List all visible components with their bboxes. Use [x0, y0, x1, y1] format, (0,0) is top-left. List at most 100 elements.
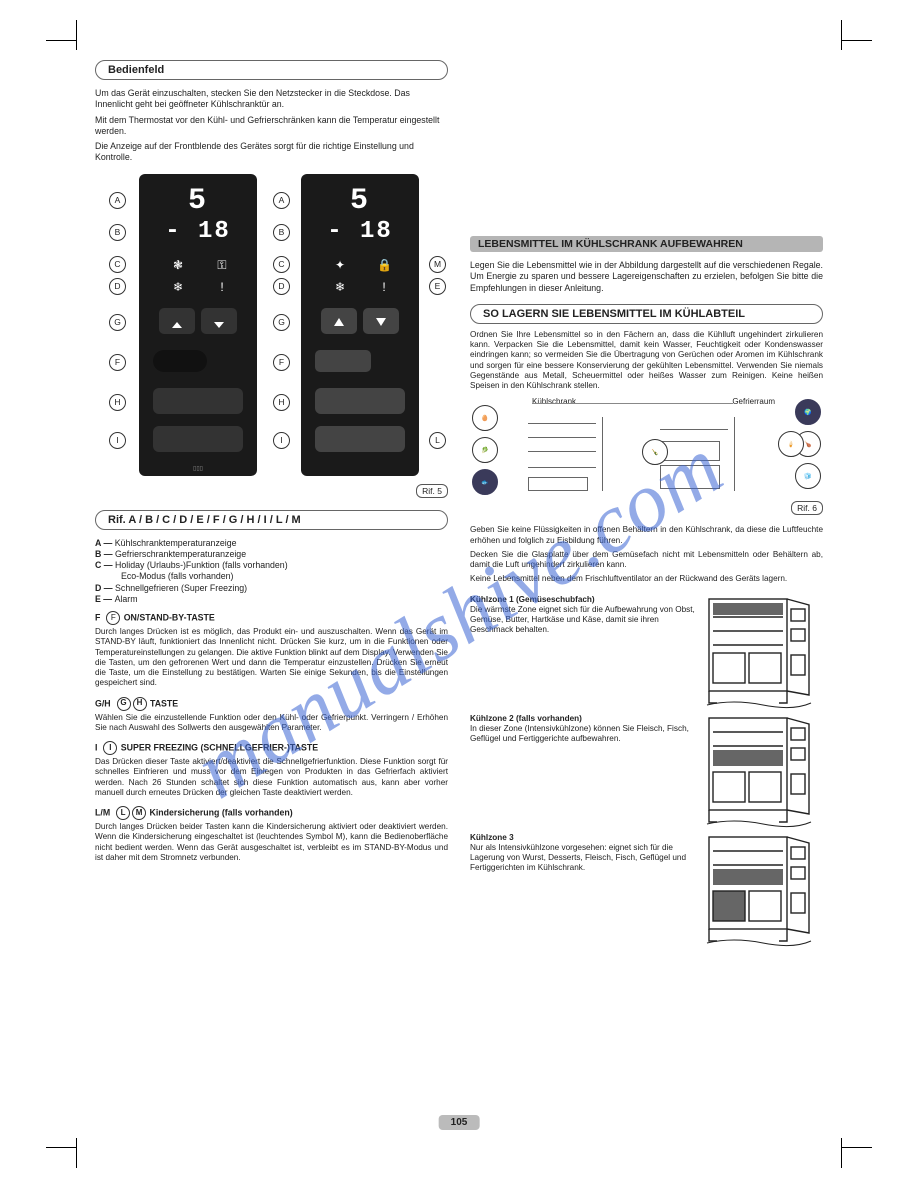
panel-right: 5 - 18 ✦ 🔒 ❄ ! — [301, 174, 419, 476]
zone3-title: Kühlzone 3 — [470, 833, 695, 843]
callout-h2: H — [273, 394, 290, 411]
holiday-icon: ✦ — [333, 258, 347, 272]
display-freezer-temp: - 18 — [301, 218, 419, 245]
panel-ref-pill: Rif. A / B / C / D / E / F / G / H / I /… — [95, 510, 448, 530]
callout-d2: D — [273, 278, 290, 295]
callout-c2: C — [273, 256, 290, 273]
fridge-zone1-diagram — [703, 595, 823, 710]
callout-g2: G — [273, 314, 290, 331]
def-f-title: ON/STAND-BY-TASTE — [124, 612, 215, 622]
callout-f2: F — [273, 354, 290, 371]
crop-mark — [842, 40, 872, 41]
callout-i: I — [109, 432, 126, 449]
crop-mark — [46, 40, 76, 41]
up-button[interactable] — [159, 308, 195, 334]
i-title-text: SUPER FREEZING (SCHNELLGEFRIER-)TASTE — [121, 742, 318, 752]
zone1-title: Kühlzone 1 (Gemüseschubfach) — [470, 595, 695, 605]
page-number: 105 — [439, 1115, 480, 1130]
f-circle: F — [106, 611, 120, 625]
panel-brand: ▯▯▯ — [139, 465, 257, 472]
figure-ref-6: Rif. 6 — [791, 501, 823, 515]
callout-f: F — [109, 354, 126, 371]
crop-mark — [841, 20, 842, 50]
i-heading: I I SUPER FREEZING (SCHNELLGEFRIER-)TAST… — [95, 741, 448, 755]
f-description: Durch langes Drücken ist es möglich, das… — [95, 627, 448, 689]
crop-mark — [841, 1138, 842, 1168]
up-button[interactable] — [321, 308, 357, 334]
display-fridge-temp: 5 — [139, 184, 257, 218]
zone-icon-dark: 🐟 — [472, 469, 498, 495]
def-c-text: Holiday (Urlaubs-)Funktion (falls vorhan… — [115, 560, 288, 570]
lm-heading: L/M LM Kindersicherung (falls vorhanden) — [95, 806, 448, 820]
definitions: A — Kühlschranktemperaturanzeige B — Gef… — [95, 538, 448, 626]
snow-icon: ❄ — [333, 280, 347, 294]
func-button-1[interactable] — [315, 388, 405, 414]
pill-food-storage: SO LAGERN SIE LEBENSMITTEL IM KÜHLABTEIL — [470, 304, 823, 324]
right-para-3a: Geben Sie keine Flüssigkeiten in offenen… — [470, 525, 823, 546]
def-d-label: D — — [95, 583, 115, 593]
page-content: Bedienfeld Um das Gerät einzuschalten, s… — [95, 60, 823, 1128]
i-label: I — [95, 742, 97, 752]
def-c-label: C — — [95, 560, 115, 570]
label-kuhlschrank: Kühlschrank — [532, 397, 576, 406]
callout-l: L — [429, 432, 446, 449]
callout-m: M — [429, 256, 446, 273]
right-para-1: Legen Sie die Lebensmittel wie in der Ab… — [470, 260, 823, 294]
intro-para-1: Um das Gerät einzuschalten, stecken Sie … — [95, 88, 448, 111]
l-circle: L — [116, 806, 130, 820]
intro-para-2: Mit dem Thermostat vor den Kühl- und Gef… — [95, 115, 448, 138]
leaf-icon: ❃ — [171, 258, 185, 272]
label-gefrierraum: Gefrierraum — [732, 397, 775, 406]
mode-button[interactable] — [153, 350, 207, 372]
mode-button[interactable] — [315, 350, 371, 372]
right-para-3b: Decken Sie die Glasplatte über dem Gemüs… — [470, 550, 823, 571]
crop-mark — [46, 1147, 76, 1148]
right-para-2: Ordnen Sie Ihre Lebensmittel so in den F… — [470, 330, 823, 392]
zone-icon: 🥬 — [472, 437, 498, 463]
callout-h: H — [109, 394, 126, 411]
fridge-zone3-diagram — [703, 833, 823, 948]
h-circle: H — [133, 697, 147, 711]
def-f-label: F — [95, 612, 100, 622]
gh-description: Wählen Sie die einzustellende Funktion o… — [95, 713, 448, 734]
crop-mark — [76, 20, 77, 50]
zone-icon-dark: 🌍 — [795, 399, 821, 425]
fridge-zone2-diagram — [703, 714, 823, 829]
def-d-text: Schnellgefrieren (Super Freezing) — [115, 583, 247, 593]
control-panel-figure: 5 - 18 ❃ ⚿ ❄ ! ▯▯▯ 5 - 18 ✦ 🔒 ❄ ! — [95, 174, 448, 504]
display-freezer-temp: - 18 — [139, 218, 257, 245]
callout-b2: B — [273, 224, 290, 241]
func-button-2[interactable] — [153, 426, 243, 452]
callout-b: B — [109, 224, 126, 241]
lm-title-text: Kindersicherung (falls vorhanden) — [150, 807, 293, 817]
down-button[interactable] — [201, 308, 237, 334]
down-button[interactable] — [363, 308, 399, 334]
alarm-icon: ! — [215, 280, 229, 294]
zone2-title: Kühlzone 2 (falls vorhanden) — [470, 714, 695, 724]
callout-lg: G — [109, 314, 126, 331]
section-pill-bedienfeld: Bedienfeld — [95, 60, 448, 80]
zone2-text: In dieser Zone (Intensivkühlzone) können… — [470, 724, 695, 745]
func-button-1[interactable] — [153, 388, 243, 414]
func-button-2[interactable] — [315, 426, 405, 452]
zone-icon: 🥚 — [472, 405, 498, 431]
lm-label: L/M — [95, 807, 110, 817]
zone-icon: 🧊 — [795, 463, 821, 489]
key-icon: ⚿ — [215, 258, 229, 272]
def-e-label: E — — [95, 594, 115, 604]
display-fridge-temp: 5 — [301, 184, 419, 218]
figure-ref-5: Rif. 5 — [416, 484, 448, 498]
gh-label: G/H — [95, 698, 111, 708]
crop-mark — [842, 1147, 872, 1148]
lm-description: Durch langes Drücken beider Tasten kann … — [95, 822, 448, 863]
snow-icon: ❄ — [171, 280, 185, 294]
callout-d: D — [109, 278, 126, 295]
def-b-label: B — — [95, 549, 115, 559]
callout-i2: I — [273, 432, 290, 449]
right-para-3c: Keine Lebensmittel neben dem Frischluftv… — [470, 574, 823, 584]
fridge-storage-figure: Kühlschrank Gefrierraum 🥚 🥬 — [470, 399, 823, 511]
m-circle: M — [132, 806, 146, 820]
panel-left: 5 - 18 ❃ ⚿ ❄ ! ▯▯▯ — [139, 174, 257, 476]
zone3-text: Nur als Intensivkühlzone vorgesehen: eig… — [470, 843, 695, 874]
callout-e: E — [429, 278, 446, 295]
